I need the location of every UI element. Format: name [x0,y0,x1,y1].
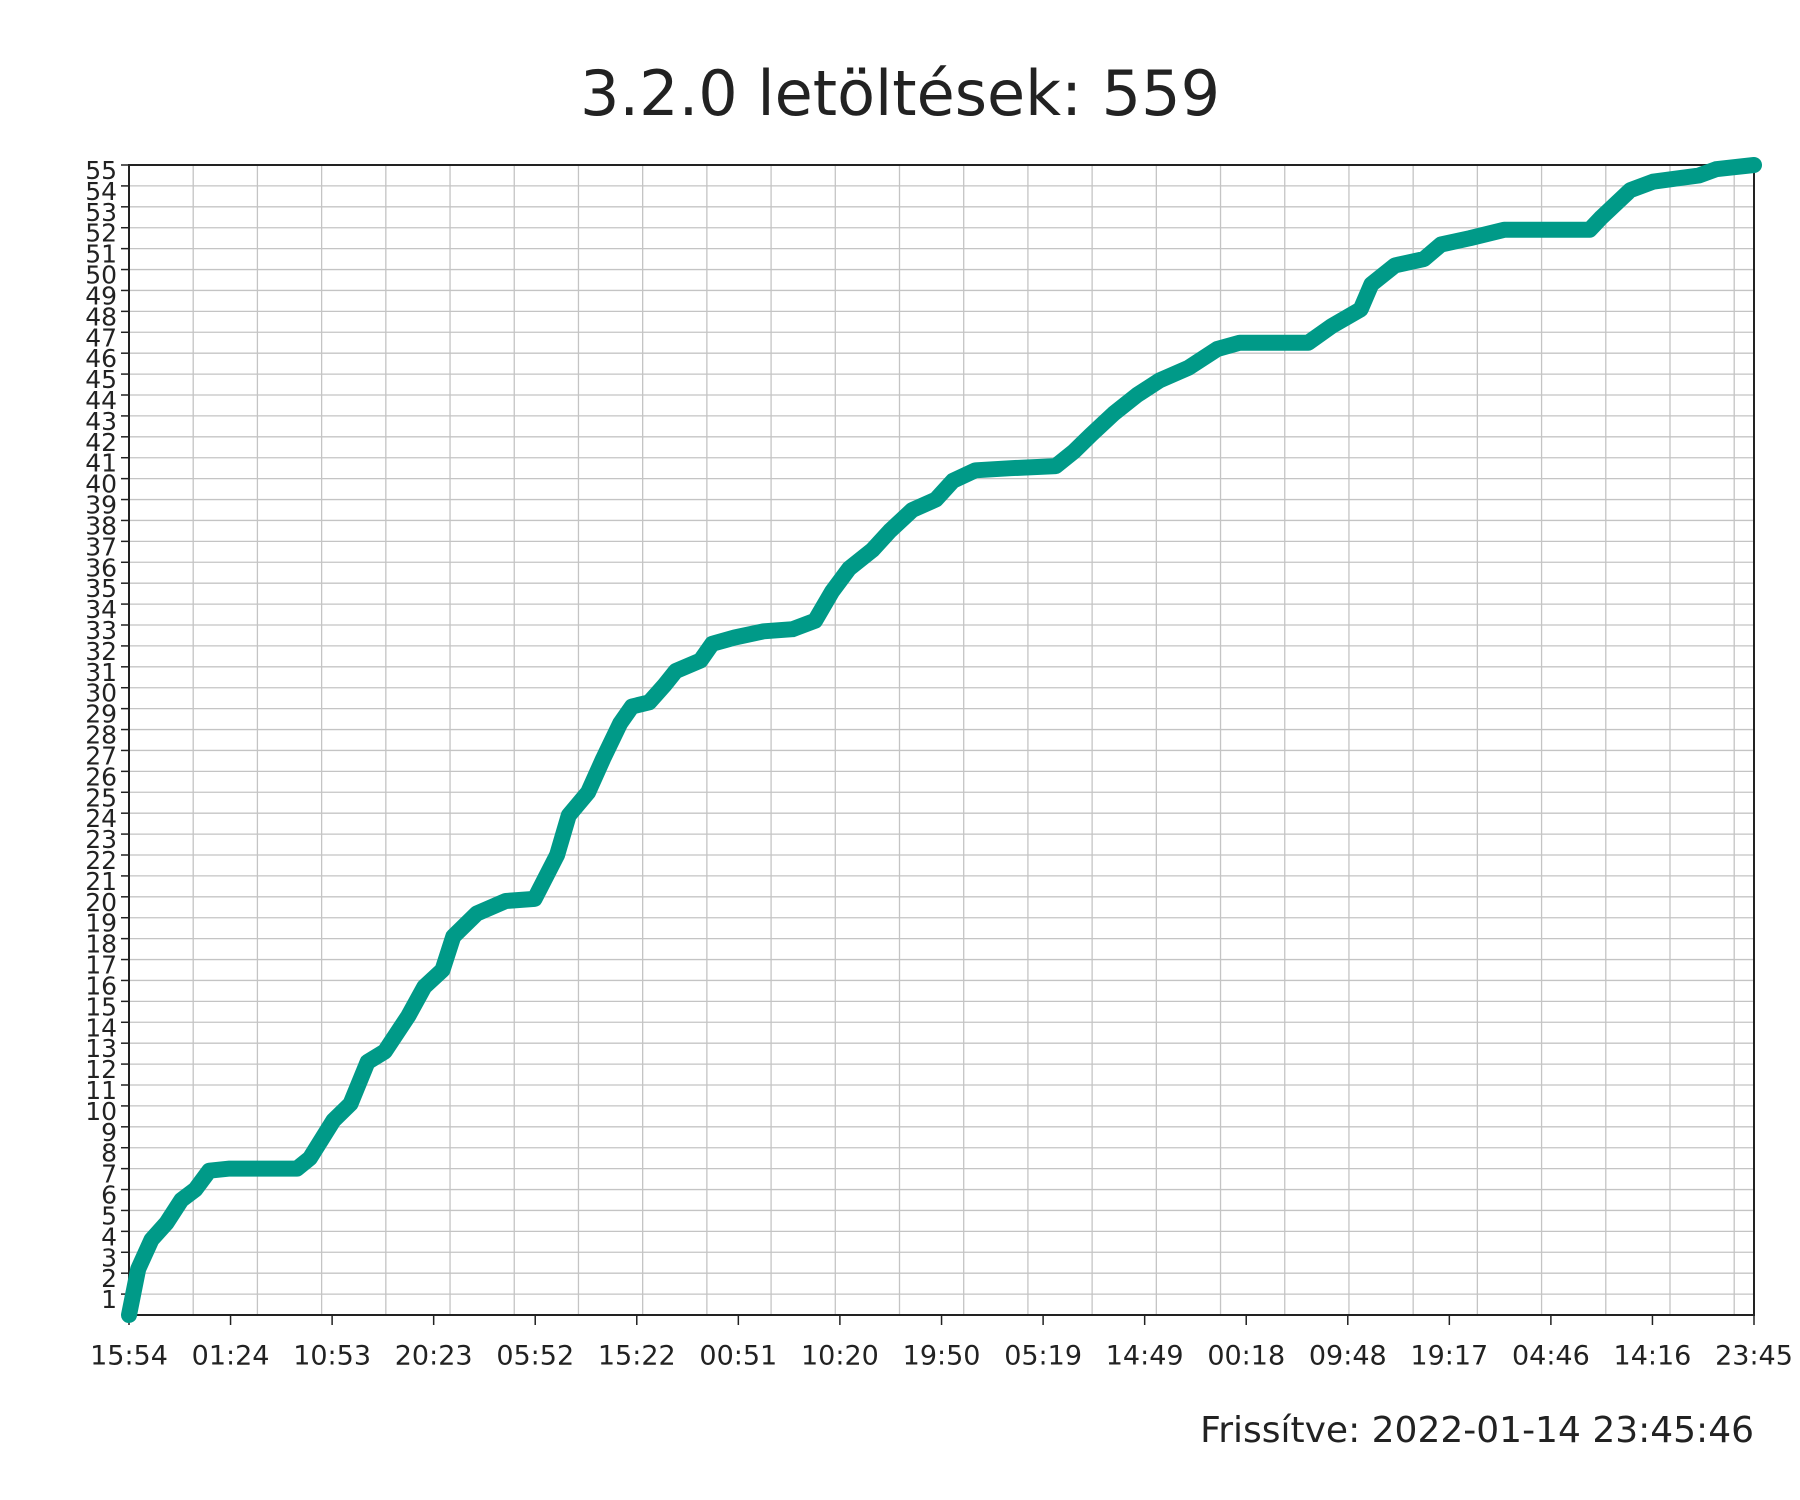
x-tick-label: 14:49 [1106,1341,1184,1372]
x-tick-label: 15:22 [598,1341,676,1372]
x-tick-label: 10:53 [293,1341,371,1372]
x-tick-label: 04:46 [1512,1341,1590,1372]
y-tick-label: 17 [85,951,117,980]
y-tick-label: 28 [85,721,117,750]
y-tick-label: 48 [85,302,117,331]
x-tick-label: 00:18 [1207,1341,1285,1372]
y-tick-label: 16 [85,971,117,1000]
y-tick-label: 37 [85,532,117,561]
y-tick-label: 45 [85,365,117,394]
y-tick-label: 36 [85,553,117,582]
x-tick-label: 01:24 [192,1341,270,1372]
y-tick-label: 15 [85,992,117,1021]
y-tick-label: 10 [85,1097,117,1126]
y-tick-label: 6 [101,1181,117,1210]
y-tick-label: 44 [85,386,117,415]
y-tick-label: 22 [85,846,117,875]
y-tick-label: 4 [101,1222,117,1251]
y-tick-label: 53 [85,198,117,227]
y-tick-label: 24 [85,804,117,833]
y-tick-label: 13 [85,1034,117,1063]
y-tick-label: 11 [85,1076,117,1105]
y-tick-label: 54 [85,177,117,206]
y-tick-label: 42 [85,428,117,457]
y-tick-label: 43 [85,407,117,436]
y-tick-label: 47 [85,323,117,352]
x-tick-label: 19:17 [1410,1341,1488,1372]
y-tick-label: 14 [85,1013,117,1042]
y-tick-label: 20 [85,888,117,917]
plot-frame [128,164,1755,1316]
x-tick-label: 20:23 [395,1341,473,1372]
x-tick-label: 00:51 [699,1341,777,1372]
data-line [121,157,1762,1323]
updated-note: Frissítve: 2022-01-14 23:45:46 [1200,1410,1754,1451]
x-tick-label: 14:16 [1614,1341,1692,1372]
y-tick-label: 5 [101,1201,117,1230]
chart-title: 3.2.0 letöltések: 559 [580,57,1220,130]
y-tick-label: 40 [85,470,117,499]
y-tick-label: 23 [85,825,117,854]
y-tick-label: 8 [101,1139,117,1168]
y-tick-label: 52 [85,219,117,248]
y-tick-label: 25 [85,783,117,812]
y-tick-label: 30 [85,679,117,708]
y-tick-label: 31 [85,658,117,687]
y-tick-label: 34 [85,595,117,624]
y-tick-label: 32 [85,637,117,666]
x-tick-label: 10:20 [801,1341,879,1372]
y-tick-label: 55 [85,156,117,185]
y-tick-label: 46 [85,344,117,373]
y-tick-label: 33 [85,616,117,645]
y-tick-label: 35 [85,574,117,603]
y-tick-label: 19 [85,909,117,938]
y-tick-label: 12 [85,1055,117,1084]
y-tick-label: 3 [101,1243,117,1272]
y-tick-label: 41 [85,449,117,478]
y-tick-label: 51 [85,240,117,269]
x-tick-label: 09:48 [1309,1341,1387,1372]
y-tick-label: 2 [101,1264,117,1293]
x-tick-label: 15:54 [90,1341,168,1372]
y-tick-label: 26 [85,762,117,791]
x-tick-label: 19:50 [903,1341,981,1372]
y-tick-label: 1 [101,1285,117,1314]
y-tick-label: 38 [85,511,117,540]
y-tick-label: 49 [85,281,117,310]
y-tick-label: 21 [85,867,117,896]
y-tick-label: 29 [85,700,117,729]
y-tick-label: 39 [85,491,117,520]
y-tick-label: 50 [85,261,117,290]
x-tick-label: 05:52 [496,1341,574,1372]
y-tick-label: 9 [101,1118,117,1147]
x-tick-label: 05:19 [1004,1341,1082,1372]
y-tick-label: 18 [85,930,117,959]
y-tick-label: 7 [101,1160,117,1189]
y-tick-label: 27 [85,741,117,770]
x-tick-label: 23:45 [1715,1341,1793,1372]
